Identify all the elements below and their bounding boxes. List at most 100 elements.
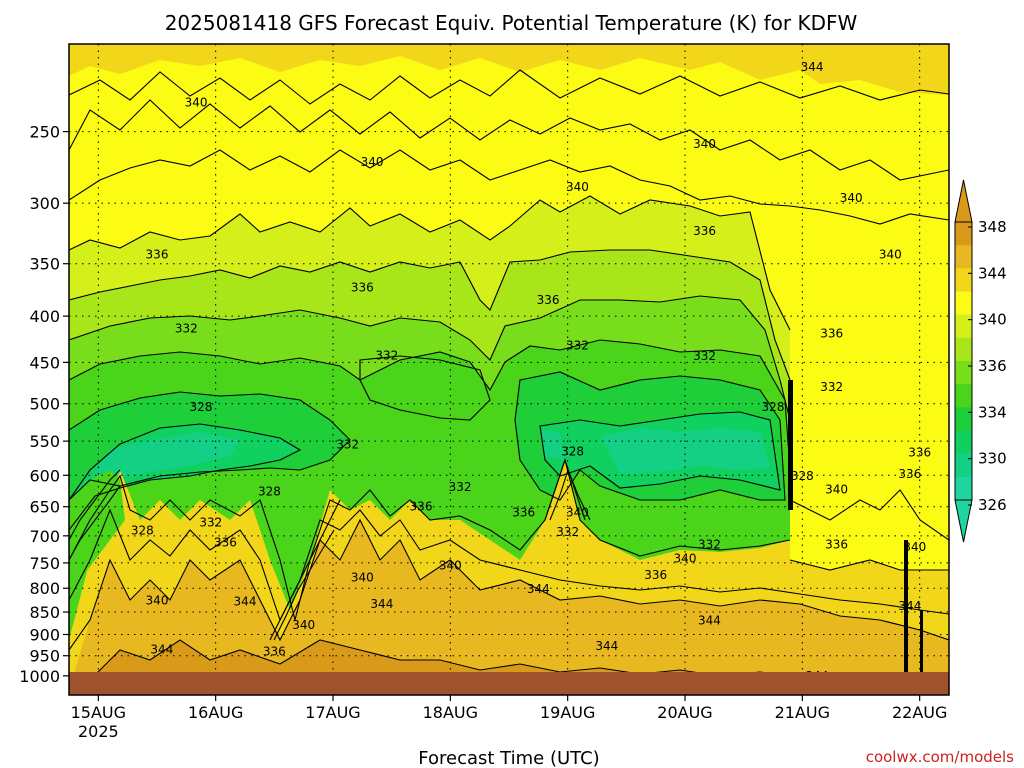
contour-line-lower-342 (69, 508, 949, 622)
field-lower-346 (69, 520, 949, 695)
colorbar-segment (955, 361, 972, 385)
y-tick-label: 450 (29, 353, 60, 372)
contour-label: 332 (449, 480, 472, 494)
y-tick-label: 500 (29, 395, 60, 414)
contour-label: 336 (644, 568, 667, 582)
contour-label: 340 (361, 155, 384, 169)
contour-label: 340 (840, 191, 863, 205)
contour-label: 344 (595, 639, 618, 653)
data-gap-bar (904, 540, 908, 672)
contour-label: 344 (527, 582, 550, 596)
contour-label: 340 (566, 506, 589, 520)
y-tick-label: 400 (29, 307, 60, 326)
gridlines (69, 44, 949, 695)
contour-line-lower-front-a (69, 469, 121, 541)
x-tick-label: 18AUG (423, 703, 478, 722)
contour-line-lower-340 (69, 458, 791, 621)
y-tick-label: 600 (29, 466, 60, 485)
contour-label: 336 (825, 538, 848, 552)
contour-label: 332 (199, 516, 222, 530)
contour-label: 328 (762, 400, 785, 414)
contour-label: 344 (370, 597, 393, 611)
x-axis-label: Forecast Time (UTC) (418, 748, 599, 768)
contour-line-lower-front-c (269, 499, 341, 641)
contour-label: 336 (214, 535, 237, 549)
field-upper-346 (69, 44, 949, 95)
contour-label: 332 (336, 438, 359, 452)
contour-label: 328 (131, 524, 154, 538)
contour-label: 332 (566, 338, 589, 352)
field-326 (90, 428, 770, 480)
x-tick-year-label: 2025 (78, 722, 119, 741)
contour-line-332 (69, 339, 791, 471)
contour-label: 340 (674, 552, 697, 566)
contour-label: 332 (175, 322, 198, 336)
contour-label: 328 (190, 400, 213, 414)
contour-label: 344 (898, 599, 921, 613)
contour-label: 340 (439, 559, 462, 573)
colorbar-label: 348 (978, 218, 1007, 236)
y-tick-label: 950 (29, 647, 60, 666)
colorbar-segment (955, 476, 972, 501)
plot-frame (68, 43, 950, 696)
contour-line-330-a (69, 391, 351, 501)
contour-label: 340 (879, 248, 902, 262)
contour-label: 332 (693, 349, 716, 363)
contour-line-330-b (514, 371, 786, 501)
colorbar: 348 344 340 336 334 330 326 (954, 179, 1007, 543)
contour-label: 336 (908, 445, 931, 459)
contour-line-334 (69, 295, 791, 421)
colorbar-segment (955, 291, 972, 316)
plot-area: 344 340 340 340 340 340 336 336 340 336 336 332 336 3… (69, 44, 949, 695)
contour-label: 336 (263, 645, 286, 659)
colorbar-label: 334 (978, 403, 1007, 421)
contour-label: 328 (561, 445, 584, 459)
y-tick-label: 1000 (19, 667, 60, 686)
contour-label: 344 (801, 60, 824, 74)
contour-label: 336 (146, 248, 169, 262)
contour-label: 332 (820, 380, 843, 394)
colorbar-label: 336 (978, 357, 1007, 375)
data-gap-bar (920, 610, 923, 672)
contour-label: 340 (903, 540, 926, 554)
contour-label: 336 (537, 293, 560, 307)
colorbar-label: 340 (978, 311, 1007, 329)
x-tick-label: 21AUG (775, 703, 830, 722)
chart-title: 2025081418 GFS Forecast Equiv. Potential… (165, 11, 858, 35)
y-tick-label: 800 (29, 579, 60, 598)
contour-line-328-a (69, 423, 302, 531)
contour-label: 340 (292, 618, 315, 632)
contour-label: 336 (410, 500, 433, 514)
contour-label: 340 (825, 482, 848, 496)
contour-line-340-upper (69, 99, 949, 181)
y-tick-label: 900 (29, 625, 60, 644)
field-left-column (69, 470, 125, 590)
contour-label: 344 (234, 595, 257, 609)
contour-label: 344 (150, 642, 173, 656)
contour-line-lower-front-e (544, 458, 586, 521)
y-tick-label: 350 (29, 255, 60, 274)
contour-label: 336 (820, 326, 843, 340)
credit-link[interactable]: coolwx.com/models (866, 748, 1014, 766)
contour-line-lower-front-f (549, 468, 591, 521)
colorbar-top-arrow (954, 179, 973, 223)
x-axis: 15AUG 16AUG 17AUG 18AUG 19AUG 20AUG 21AUG 22AUG… (71, 695, 947, 741)
y-tick-label: 550 (29, 432, 60, 451)
contour-line-lower-front-d (273, 529, 335, 641)
colorbar-frame (954, 221, 973, 501)
contour-line-right-340 (789, 559, 949, 571)
colorbar-segment (955, 314, 972, 339)
y-axis: 250 300 350 400 450 500 550 600 650 700 750 800 850 9… (19, 123, 69, 686)
contour-label: 336 (351, 281, 374, 295)
x-tick-label: 20AUG (657, 703, 712, 722)
contour-label: 340 (146, 593, 169, 607)
colorbar-segment (955, 245, 972, 269)
colorbar-segment (955, 453, 972, 478)
y-tick-label: 850 (29, 603, 60, 622)
contour-label: 340 (566, 180, 589, 194)
y-tick-label: 750 (29, 554, 60, 573)
contour-label: 328 (791, 469, 814, 483)
contour-label: 336 (512, 506, 535, 520)
colorbar-segment (955, 407, 972, 431)
colorbar-segment (955, 384, 972, 408)
